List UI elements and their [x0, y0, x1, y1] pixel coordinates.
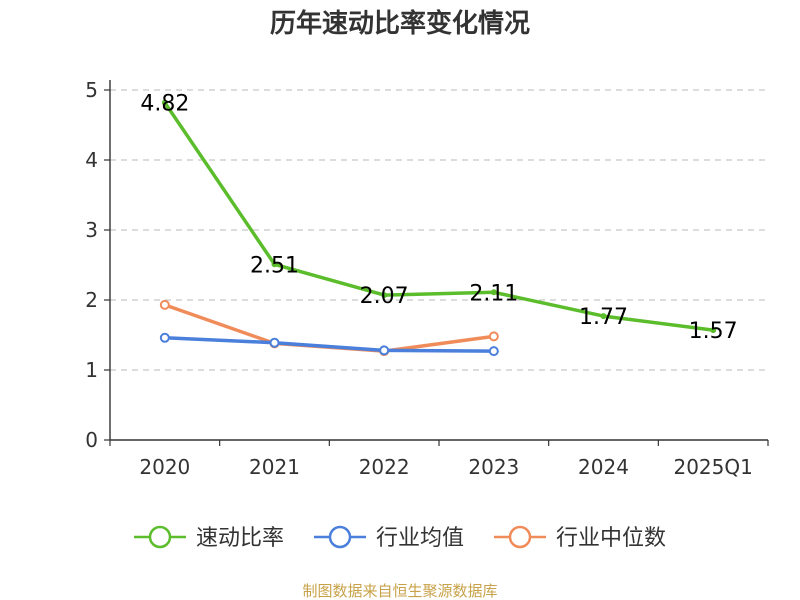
legend[interactable]: 速动比率 行业均值 行业中位数 — [134, 525, 666, 551]
point-速动比率-2021 — [271, 261, 278, 268]
legend-label: 行业中位数 — [556, 526, 666, 551]
data-label-2024: 1.77 — [579, 305, 628, 330]
legend-label: 行业均值 — [376, 526, 464, 551]
point-行业中位数-2020 — [159, 299, 170, 310]
legend-item-行业均值[interactable]: 行业均值 — [314, 525, 464, 551]
y-tick-label-3: 3 — [85, 218, 98, 242]
series-line-速动比率 — [163, 101, 714, 332]
point-行业均值-2020 — [159, 332, 170, 343]
data-label-2023: 2.11 — [469, 281, 518, 306]
source-note: 制图数据来自恒生聚源数据库 — [302, 582, 497, 600]
y-tick-label-2: 2 — [85, 288, 98, 312]
grid-lines — [110, 89, 768, 371]
x-tick-label-2025Q1: 2025Q1 — [673, 455, 752, 479]
data-labels: 4.82 2.51 2.07 2.11 1.77 1.57 — [140, 92, 737, 345]
x-tick-label-2020: 2020 — [139, 455, 190, 479]
y-tick-label-5: 5 — [85, 78, 98, 102]
y-tick-label-4: 4 — [85, 148, 98, 172]
point-速动比率-2025Q1 — [710, 327, 717, 334]
x-tick-label-2024: 2024 — [578, 455, 629, 479]
legend-marker-icon — [508, 525, 532, 549]
data-label-2021: 2.51 — [250, 253, 299, 278]
point-速动比率-2023 — [490, 289, 497, 296]
y-tick-label-0: 0 — [85, 428, 98, 452]
data-label-2020: 4.82 — [140, 92, 189, 117]
point-行业中位数-2023 — [488, 331, 499, 342]
series-layer — [159, 99, 717, 357]
series-line-行业中位数 — [164, 303, 495, 353]
legend-marker-icon — [328, 525, 352, 549]
point-行业均值-2022 — [379, 345, 390, 356]
point-行业均值-2021 — [269, 337, 280, 348]
y-tick-label-1: 1 — [85, 358, 98, 382]
point-速动比率-2022 — [381, 292, 388, 299]
data-label-2025Q1: 1.57 — [689, 319, 738, 344]
point-速动比率-2024 — [600, 313, 607, 320]
x-tick-label-2021: 2021 — [249, 455, 300, 479]
legend-item-速动比率[interactable]: 速动比率 — [134, 525, 284, 551]
x-tick-label-2023: 2023 — [468, 455, 519, 479]
series-line-行业均值 — [164, 336, 494, 353]
legend-label: 速动比率 — [196, 526, 284, 551]
x-tick-label-2022: 2022 — [359, 455, 410, 479]
point-行业均值-2023 — [488, 346, 499, 357]
point-速动比率-2020 — [161, 99, 168, 106]
legend-item-行业中位数[interactable]: 行业中位数 — [494, 525, 666, 551]
axes: 0 1 2 3 4 5 2020 2021 2022 2023 2024 2025Q1 — [85, 78, 769, 479]
chart-title: 历年速动比率变化情况 — [270, 8, 530, 39]
legend-marker-icon — [148, 525, 172, 549]
data-label-2022: 2.07 — [360, 284, 409, 309]
